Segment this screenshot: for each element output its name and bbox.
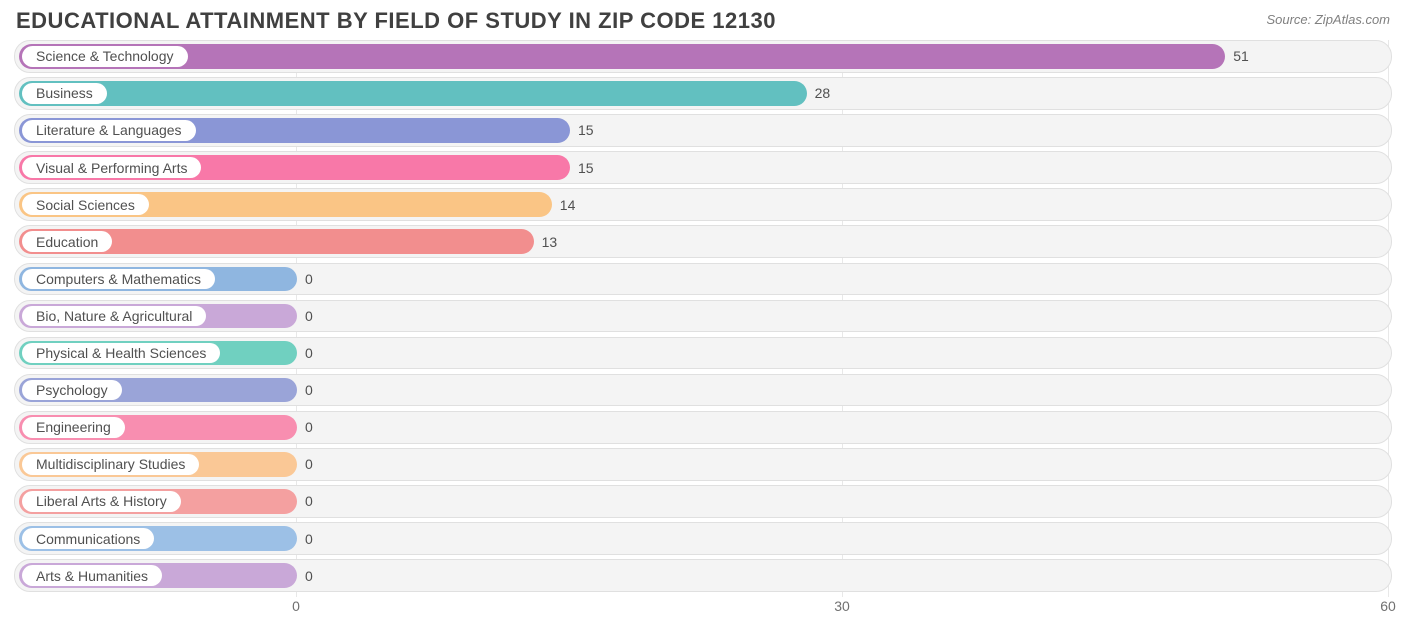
bar-label: Science & Technology <box>22 46 188 67</box>
bar-label: Engineering <box>22 417 125 438</box>
bar-row: Multidisciplinary Studies 0 <box>14 448 1392 481</box>
bar-value: 28 <box>815 78 831 109</box>
bar-label: Multidisciplinary Studies <box>22 454 199 475</box>
x-axis-tick: 0 <box>292 598 300 614</box>
bar-fill <box>19 81 807 106</box>
bar-row: Liberal Arts & History 0 <box>14 485 1392 518</box>
x-axis-tick: 30 <box>834 598 850 614</box>
bar-value: 15 <box>578 152 594 183</box>
bar-row: Science & Technology 51 <box>14 40 1392 73</box>
bar-label: Physical & Health Sciences <box>22 343 220 364</box>
bar-label: Communications <box>22 528 154 549</box>
chart-header: EDUCATIONAL ATTAINMENT BY FIELD OF STUDY… <box>0 0 1406 38</box>
bar-row: Social Sciences 14 <box>14 188 1392 221</box>
bar-value: 0 <box>305 486 313 517</box>
bar-row: Education 13 <box>14 225 1392 258</box>
x-axis: 03060 <box>14 596 1392 626</box>
bar-label: Literature & Languages <box>22 120 196 141</box>
bar-label: Arts & Humanities <box>22 565 162 586</box>
bar-value: 0 <box>305 375 313 406</box>
bar-label: Liberal Arts & History <box>22 491 181 512</box>
bar-value: 51 <box>1233 41 1249 72</box>
bar-value: 0 <box>305 560 313 591</box>
bar-row: Physical & Health Sciences 0 <box>14 337 1392 370</box>
bar-row: Literature & Languages 15 <box>14 114 1392 147</box>
bar-value: 0 <box>305 264 313 295</box>
bar-value: 0 <box>305 449 313 480</box>
bar-label: Social Sciences <box>22 194 149 215</box>
bar-value: 13 <box>542 226 558 257</box>
bar-row: Arts & Humanities 0 <box>14 559 1392 592</box>
chart-area: Science & Technology 51 Business 28 Literatu… <box>0 38 1406 592</box>
bar-label: Computers & Mathematics <box>22 269 215 290</box>
bar-label: Visual & Performing Arts <box>22 157 201 178</box>
bar-label: Bio, Nature & Agricultural <box>22 306 206 327</box>
chart-source: Source: ZipAtlas.com <box>1266 8 1390 27</box>
bar-value: 15 <box>578 115 594 146</box>
bar-fill <box>19 44 1225 69</box>
bar-row: Psychology 0 <box>14 374 1392 407</box>
bar-row: Visual & Performing Arts 15 <box>14 151 1392 184</box>
bar-row: Bio, Nature & Agricultural 0 <box>14 300 1392 333</box>
bar-label: Psychology <box>22 380 122 401</box>
bar-row: Business 28 <box>14 77 1392 110</box>
bar-value: 0 <box>305 301 313 332</box>
bar-row: Communications 0 <box>14 522 1392 555</box>
bar-value: 0 <box>305 338 313 369</box>
bar-value: 0 <box>305 523 313 554</box>
bar-value: 0 <box>305 412 313 443</box>
bar-value: 14 <box>560 189 576 220</box>
chart-title: EDUCATIONAL ATTAINMENT BY FIELD OF STUDY… <box>16 8 776 34</box>
bar-label: Education <box>22 231 112 252</box>
bar-label: Business <box>22 83 107 104</box>
x-axis-tick: 60 <box>1380 598 1396 614</box>
bar-row: Computers & Mathematics 0 <box>14 263 1392 296</box>
bar-row: Engineering 0 <box>14 411 1392 444</box>
